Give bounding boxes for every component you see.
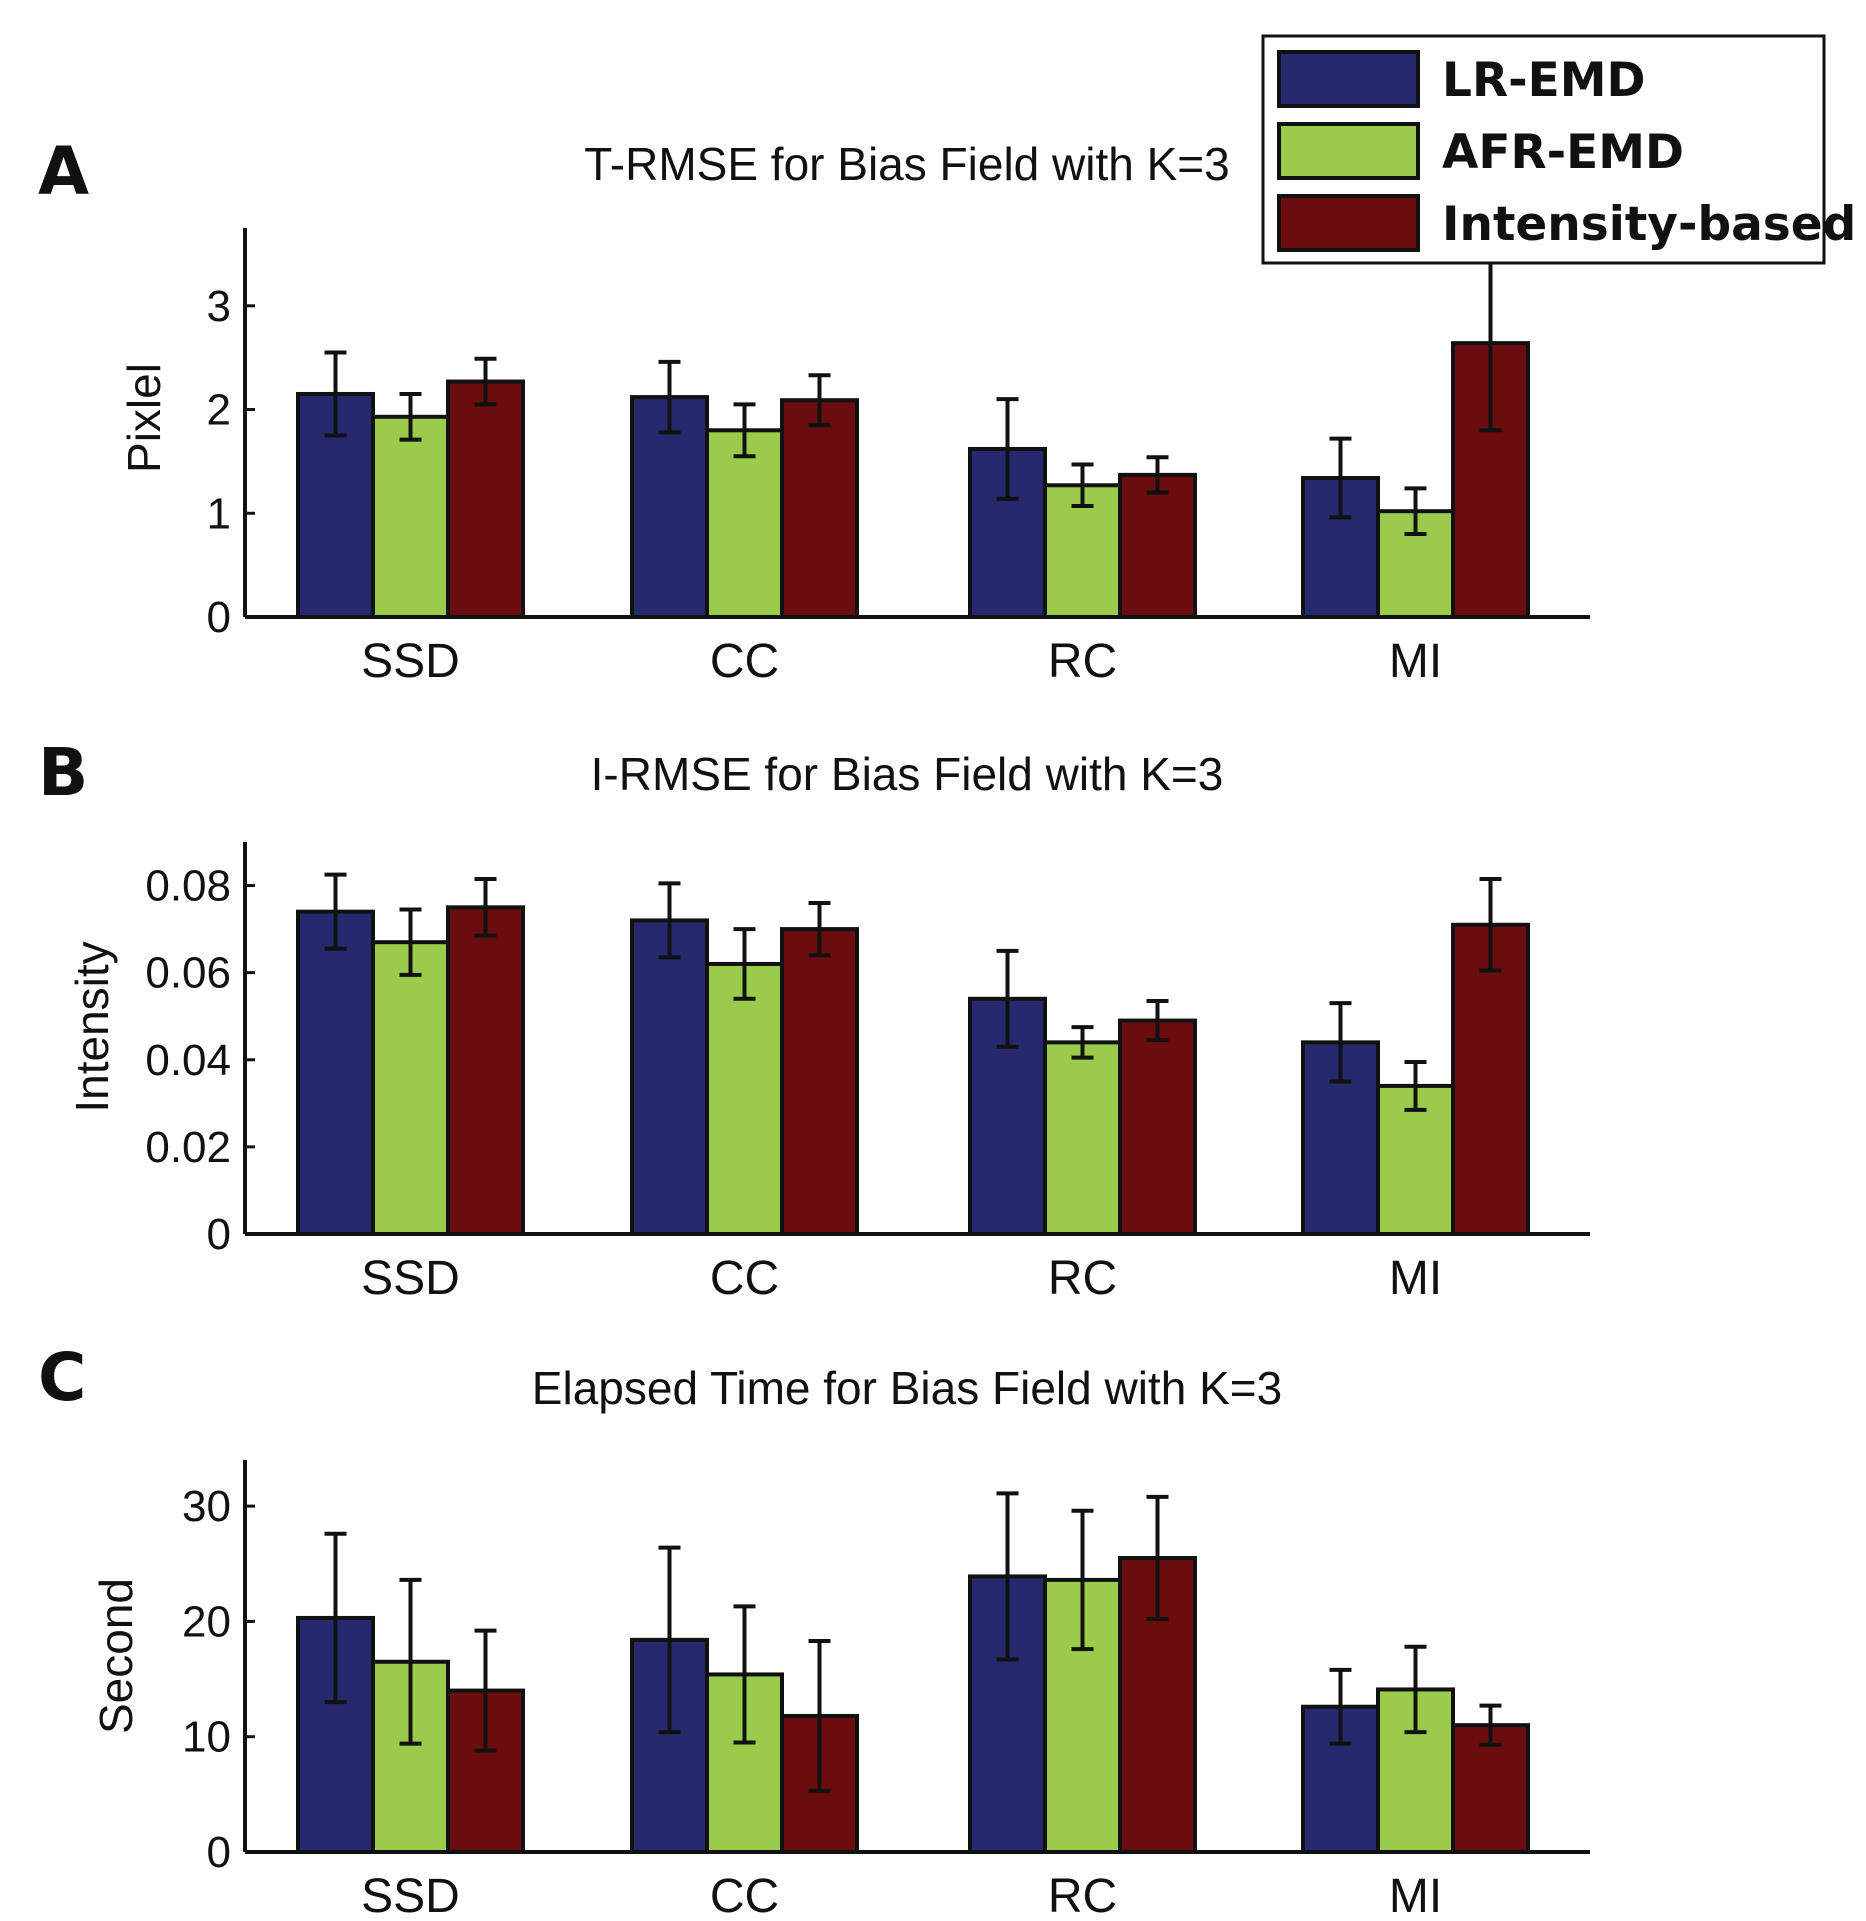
- legend-label: LR-EMD: [1442, 53, 1646, 108]
- panel-letter-a: A: [38, 133, 89, 210]
- panel-b-bar: [371, 940, 450, 1237]
- panel-b-ytick-label: 0.06: [145, 949, 231, 998]
- panel-c-title: Elapsed Time for Bias Field with K=3: [532, 1362, 1282, 1414]
- panel-b-ytick-label: 0.08: [145, 862, 231, 911]
- panel-b-bar: [780, 927, 859, 1236]
- panel-a-category-label: RC: [1048, 635, 1117, 688]
- panel-c-plot: 0 10 20 30 SSD CC RC MI: [182, 1460, 1590, 1921]
- panel-c-category-label: SSD: [361, 1870, 460, 1921]
- panel-b-bar: [1451, 922, 1530, 1236]
- panel-c: C Elapsed Time for Bias Field with K=3 S…: [38, 1339, 1590, 1921]
- panel-a-bar: [1118, 472, 1197, 620]
- legend: LR-EMD AFR-EMD Intensity-based: [1261, 34, 1856, 265]
- legend-label: Intensity-based: [1442, 197, 1856, 252]
- panel-b-plot: 0 0.02 0.04 0.06 0.08 SSD CC RC MI: [145, 842, 1590, 1305]
- panel-b-category-label: MI: [1389, 1252, 1442, 1305]
- panel-a-ytick-label: 3: [207, 282, 231, 331]
- panel-a-bar: [780, 398, 859, 619]
- panel-b-bar: [1118, 1018, 1197, 1236]
- panel-c-ylabel: Second: [90, 1578, 142, 1734]
- panel-c-ytick-label: 30: [182, 1482, 231, 1531]
- panel-b-ytick-label: 0.04: [145, 1036, 231, 1085]
- panel-c-category-label: MI: [1389, 1870, 1442, 1921]
- legend-swatch: [1277, 50, 1420, 108]
- panel-letter-c: C: [38, 1339, 86, 1416]
- panel-a-category-label: CC: [710, 635, 779, 688]
- panel-b-category-label: SSD: [361, 1252, 460, 1305]
- legend-swatch: [1277, 194, 1420, 252]
- panel-a-bar: [371, 414, 450, 620]
- panel-a-category-label: MI: [1389, 635, 1442, 688]
- panel-a-plot: 0 1 2 3 SSD CC RC MI: [207, 228, 1590, 688]
- legend-swatch: [1277, 122, 1420, 180]
- panel-b-bar: [705, 961, 784, 1236]
- panel-a-ylabel: Pixlel: [118, 363, 170, 473]
- panel-c-category-label: CC: [710, 1870, 779, 1921]
- legend-label: AFR-EMD: [1442, 125, 1684, 180]
- panel-c-category-label: RC: [1048, 1870, 1117, 1921]
- panel-a-category-label: SSD: [361, 635, 460, 688]
- panel-b-ytick-label: 0.02: [145, 1123, 231, 1172]
- panel-b-ylabel: Intensity: [66, 941, 118, 1112]
- panel-c-ytick-label: 20: [182, 1597, 231, 1646]
- panel-a-bar: [1301, 475, 1380, 620]
- panel-b-title: I-RMSE for Bias Field with K=3: [591, 748, 1224, 800]
- panel-b-bar: [296, 909, 375, 1236]
- panel-a-bar: [446, 379, 525, 619]
- panel-b-bar: [446, 905, 525, 1236]
- panel-letter-b: B: [38, 734, 88, 811]
- panel-b-category-label: RC: [1048, 1252, 1117, 1305]
- panel-c-ytick-label: 0: [207, 1828, 231, 1877]
- panel-a-ytick-label: 2: [207, 386, 231, 435]
- panel-a-ytick-label: 1: [207, 489, 231, 538]
- panel-b: B I-RMSE for Bias Field with K=3 Intensi…: [38, 734, 1590, 1305]
- panel-b-ytick-label: 0: [207, 1210, 231, 1259]
- panel-b-bar: [1043, 1040, 1122, 1237]
- panel-b-category-label: CC: [710, 1252, 779, 1305]
- panel-b-bar: [630, 918, 709, 1237]
- panel-a-ytick-label: 0: [207, 593, 231, 642]
- panel-a-bar: [705, 428, 784, 619]
- panel-a-title: T-RMSE for Bias Field with K=3: [584, 138, 1229, 190]
- panel-a: A T-RMSE for Bias Field with K=3 Pixlel …: [38, 133, 1590, 688]
- panel-c-ytick-label: 10: [182, 1713, 231, 1762]
